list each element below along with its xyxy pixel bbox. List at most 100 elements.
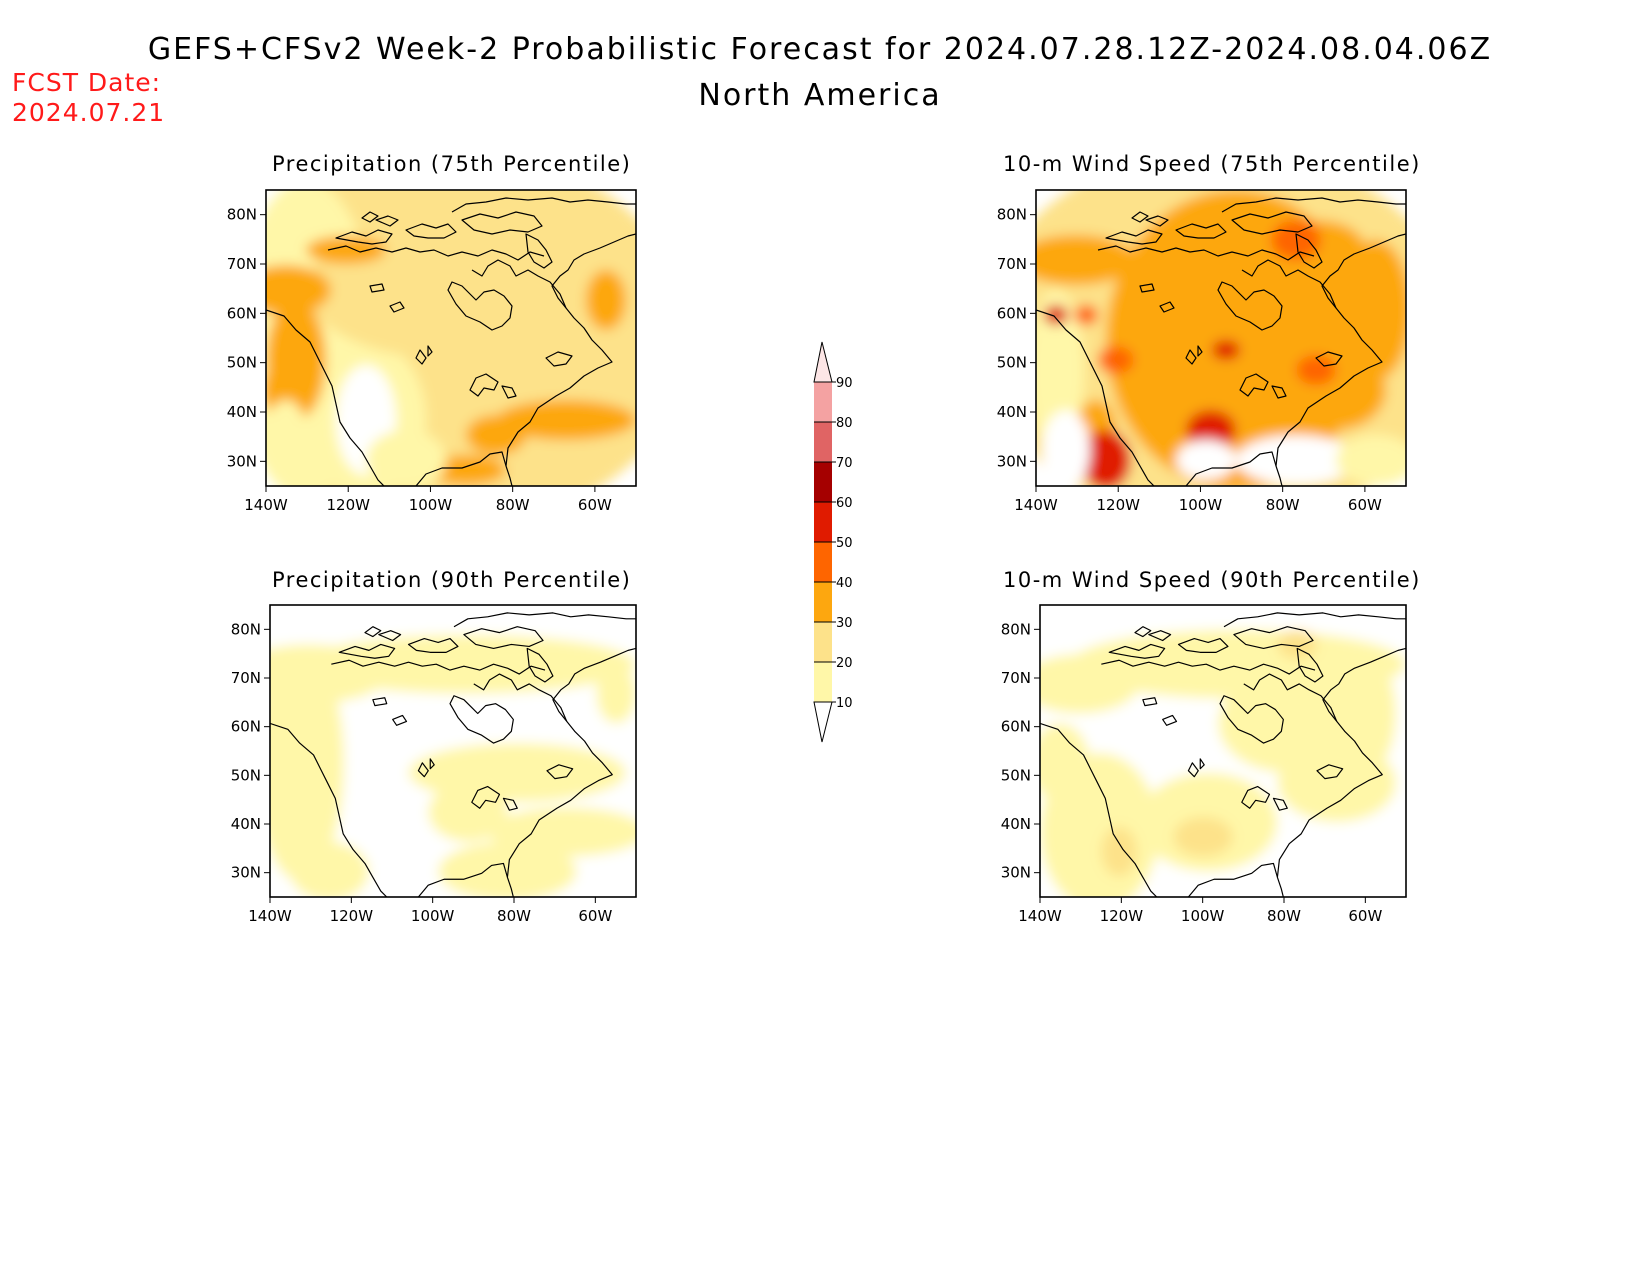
main-title: GEFS+CFSv2 Week-2 Probabilistic Forecast…	[147, 32, 1493, 67]
panel-title-precip75: Precipitation (75th Percentile)	[272, 152, 632, 176]
colorbar-label: 70	[836, 456, 853, 471]
lat-tick-label: 40N	[227, 403, 257, 421]
lat-tick-label: 80N	[997, 206, 1027, 224]
fcst-date-label: FCST Date:	[12, 68, 162, 97]
lon-tick-label: 60W	[1348, 496, 1382, 514]
lat-tick-label: 30N	[231, 864, 261, 882]
shade-blob	[1074, 305, 1098, 325]
shade-blob	[1341, 240, 1406, 380]
shade-blob	[366, 430, 446, 486]
colorbar-label: 60	[836, 496, 853, 511]
lat-tick-label: 60N	[227, 304, 257, 322]
shade-blob	[289, 841, 369, 897]
shade-blob	[466, 415, 526, 455]
lat-tick-label: 60N	[1001, 718, 1031, 736]
shade-blob	[1081, 430, 1131, 486]
lat-tick-label: 60N	[997, 304, 1027, 322]
shade-blob	[1336, 435, 1406, 485]
map-frame	[269, 604, 637, 898]
shade-blob	[1101, 826, 1137, 877]
lat-tick-label: 50N	[1001, 766, 1031, 784]
shade-blob	[586, 270, 626, 330]
colorbar-label: 10	[836, 696, 853, 711]
lat-tick-label: 70N	[1001, 669, 1031, 687]
shade-blob	[1040, 723, 1090, 803]
colorbar-bottom-arrow	[813, 701, 833, 743]
shade-blob	[299, 634, 636, 694]
lat-tick-label: 30N	[997, 452, 1027, 470]
lon-tick-label: 120W	[1100, 907, 1144, 925]
colorbar-label: 50	[836, 536, 853, 551]
shade-blob	[1173, 817, 1233, 857]
panel-title-precip90: Precipitation (90th Percentile)	[272, 568, 632, 592]
colorbar-swatch	[814, 662, 832, 702]
lon-tick-label: 60W	[578, 907, 612, 925]
shade-blob	[1036, 235, 1136, 285]
lon-tick-label: 80W	[1266, 496, 1300, 514]
colorbar-label: 30	[836, 616, 853, 631]
colorbar: 10 20 30 40 50 60 70 80 90	[800, 330, 860, 750]
map-panel-precip75: 140W 120W 100W 80W 60W 80N 70N 60N 50N 40N 30N	[227, 189, 637, 514]
lon-tick-label: 100W	[1181, 907, 1225, 925]
shade-blob	[1296, 355, 1336, 385]
shade-blob	[1236, 435, 1356, 485]
lon-tick-label: 140W	[248, 907, 292, 925]
lat-tick-label: 70N	[227, 255, 257, 273]
shade-blob	[426, 455, 506, 485]
shade-blob	[1277, 629, 1317, 660]
map-frame	[1039, 604, 1407, 898]
colorbar-swatch	[814, 502, 832, 542]
colorbar-label: 90	[836, 376, 853, 391]
shade-blob	[428, 782, 508, 842]
shade-blob	[270, 644, 345, 882]
colorbar-swatch	[814, 582, 832, 622]
lon-tick-label: 100W	[1179, 496, 1223, 514]
shade-blob	[1256, 280, 1336, 360]
lon-tick-label: 120W	[330, 907, 374, 925]
lat-tick-label: 50N	[231, 766, 261, 784]
shade-blob	[266, 400, 308, 480]
colorbar-swatch	[814, 422, 832, 462]
shade-blob	[496, 400, 636, 440]
shade-blob	[596, 664, 636, 724]
lon-tick-label: 120W	[1096, 496, 1140, 514]
lon-tick-label: 60W	[1348, 907, 1382, 925]
lon-tick-label: 80W	[496, 496, 530, 514]
colorbar-label: 80	[836, 416, 853, 431]
lon-tick-label: 120W	[326, 496, 370, 514]
lat-tick-label: 30N	[1001, 864, 1031, 882]
shade-blob	[266, 265, 331, 315]
colorbar-label: 40	[836, 576, 853, 591]
shade-blob	[1186, 410, 1236, 450]
fcst-date-value: 2024.07.21	[12, 98, 166, 127]
shade-blob	[1040, 654, 1139, 714]
lat-tick-label: 40N	[997, 403, 1027, 421]
shade-blob	[1212, 340, 1240, 360]
colorbar-swatch	[814, 382, 832, 422]
lat-tick-label: 70N	[997, 255, 1027, 273]
lat-tick-label: 60N	[231, 718, 261, 736]
lon-tick-label: 60W	[578, 496, 612, 514]
lat-tick-label: 30N	[227, 452, 257, 470]
shade-blob	[1044, 305, 1068, 325]
colorbar-swatch	[814, 462, 832, 502]
shade-blob	[1336, 654, 1397, 773]
map-frame	[1035, 189, 1407, 487]
panel-title-wind75: 10-m Wind Speed (75th Percentile)	[1003, 152, 1421, 176]
shade-blob	[438, 841, 577, 897]
panel-title-wind90: 10-m Wind Speed (90th Percentile)	[1003, 568, 1421, 592]
lon-tick-label: 80W	[1267, 907, 1301, 925]
lon-tick-label: 80W	[497, 907, 531, 925]
probability-shading	[1036, 190, 1406, 486]
map-panel-precip90: 140W 120W 100W 80W 60W 80N 70N 60N 50N 40N 30N	[231, 604, 637, 925]
probability-shading	[270, 605, 636, 897]
lat-tick-label: 50N	[227, 354, 257, 372]
lat-tick-label: 80N	[227, 206, 257, 224]
colorbar-swatch	[814, 542, 832, 582]
lat-tick-label: 40N	[231, 815, 261, 833]
lon-tick-label: 140W	[1018, 907, 1062, 925]
colorbar-top-arrow	[813, 341, 833, 383]
map-panel-wind90: 140W 120W 100W 80W 60W 80N 70N 60N 50N 40N 30N	[1001, 604, 1407, 925]
lat-tick-label: 40N	[1001, 815, 1031, 833]
